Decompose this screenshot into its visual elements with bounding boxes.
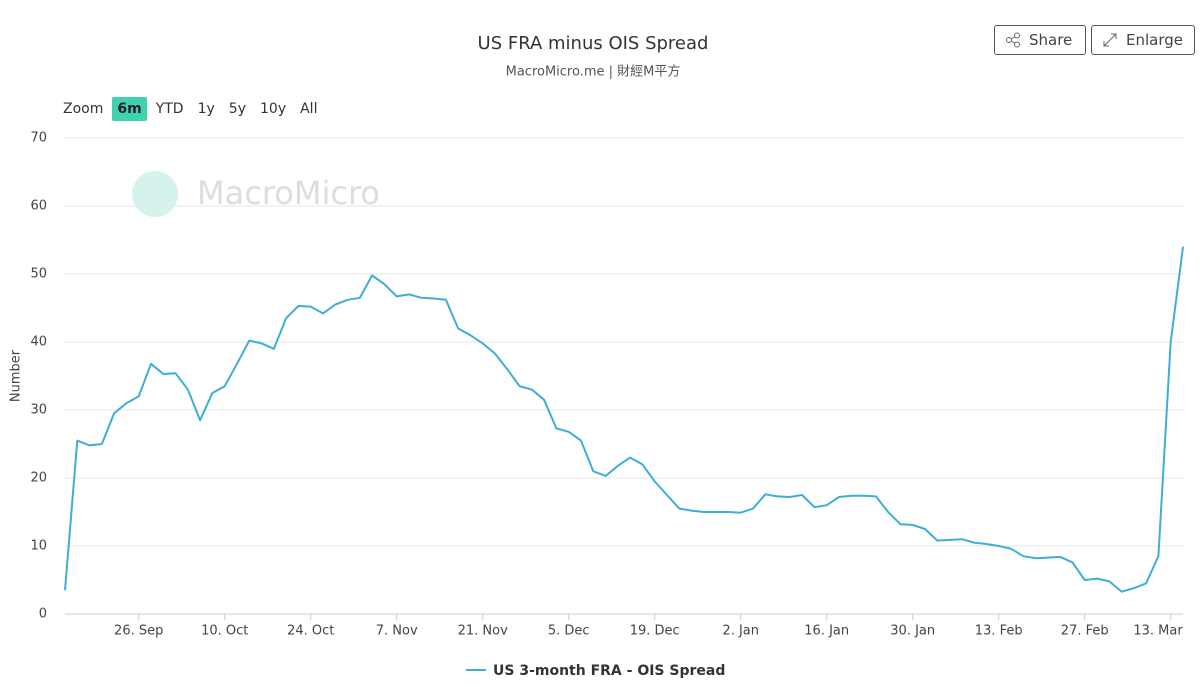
zoom-button[interactable]: YTD <box>155 101 184 117</box>
zoom-button[interactable]: 1y <box>197 101 215 117</box>
zoom-button[interactable]: 6m <box>112 97 147 121</box>
line <box>64 246 1184 593</box>
share-icon <box>1006 32 1020 48</box>
x-tick-label: 26. Sep <box>114 624 163 639</box>
y-tick-label: 10 <box>30 539 47 554</box>
enlarge-button[interactable]: Enlarge <box>1091 25 1195 55</box>
enlarge-icon <box>1103 33 1117 47</box>
watermark-logo <box>132 171 178 217</box>
y-tick-label: 30 <box>30 403 47 418</box>
x-tick-label: 7. Nov <box>376 624 418 639</box>
x-tick-label: 24. Oct <box>287 624 334 639</box>
zoom-label: Zoom <box>63 101 104 117</box>
enlarge-label: Enlarge <box>1126 31 1183 49</box>
y-tick-label: 20 <box>30 471 47 486</box>
y-tick-label: 50 <box>30 267 47 282</box>
zoom-button[interactable]: 10y <box>260 101 287 117</box>
share-label: Share <box>1029 31 1073 49</box>
chart-title: US FRA minus OIS Spread <box>478 33 709 54</box>
share-button[interactable]: Share <box>994 25 1086 55</box>
y-tick-label: 70 <box>30 131 47 146</box>
x-tick-label: 10. Oct <box>201 624 248 639</box>
chart-subtitle: MacroMicro.me | 財經M平方 <box>506 64 681 80</box>
x-tick-label: 2. Jan <box>722 624 759 639</box>
x-tick-label: 5. Dec <box>548 624 590 639</box>
y-tick-label: 40 <box>30 335 47 350</box>
x-tick-label: 13. Mar <box>1133 624 1183 639</box>
x-tick-label: 16. Jan <box>804 624 849 639</box>
y-axis-label: Number <box>9 349 24 402</box>
legend-label: US 3-month FRA - OIS Spread <box>493 663 725 679</box>
zoom-button[interactable]: All <box>300 101 318 117</box>
x-tick-label: 21. Nov <box>458 624 508 639</box>
y-tick-label: 60 <box>30 199 47 214</box>
zoom-bar: Zoom 6m YTD 1y 5y 10y All <box>58 97 322 121</box>
x-tick-label: 19. Dec <box>630 624 680 639</box>
x-tick-label: 13. Feb <box>975 624 1023 639</box>
x-tick-label: 30. Jan <box>890 624 935 639</box>
zoom-button[interactable]: 5y <box>228 101 246 117</box>
x-tick-label: 27. Feb <box>1061 624 1109 639</box>
y-tick-label: 0 <box>39 607 47 622</box>
